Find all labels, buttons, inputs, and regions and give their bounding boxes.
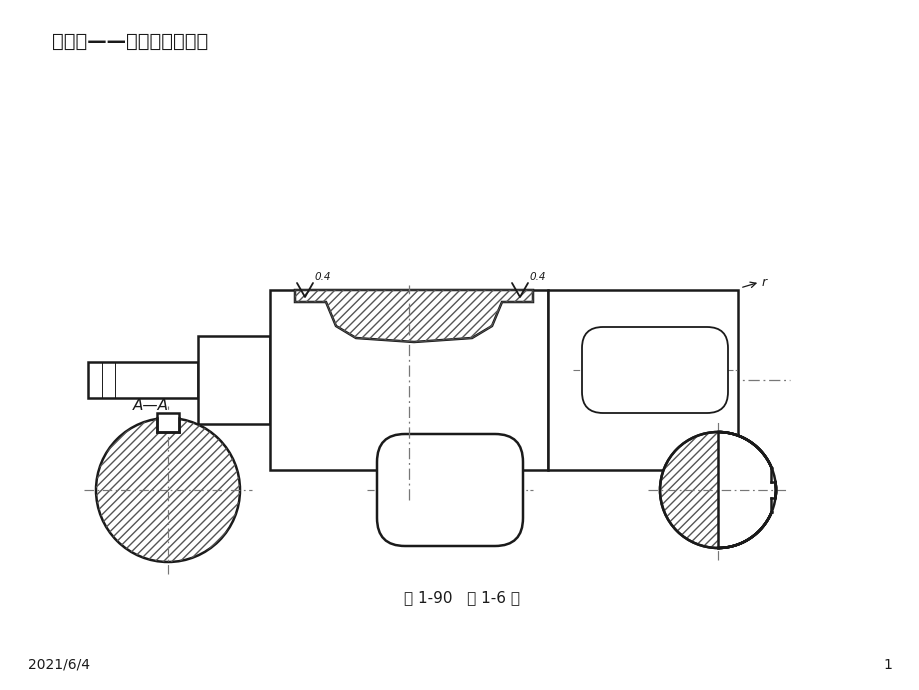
Bar [157, 413, 179, 432]
FancyBboxPatch shape [582, 327, 727, 413]
Text: A—A: A—A [133, 398, 169, 413]
Bar [88, 362, 198, 398]
Text: 第一章——分析结构工艺性: 第一章——分析结构工艺性 [52, 32, 208, 51]
Circle shape [96, 418, 240, 562]
Text: 2021/6/4: 2021/6/4 [28, 658, 90, 672]
Bar [269, 290, 548, 470]
Text: 1: 1 [882, 658, 891, 672]
Text: 0.4: 0.4 [313, 272, 330, 282]
Text: r: r [761, 275, 766, 288]
Circle shape [659, 432, 775, 548]
Bar [548, 290, 737, 470]
Text: L: L [761, 471, 768, 484]
Polygon shape [295, 290, 532, 342]
Text: 0.4: 0.4 [528, 272, 545, 282]
Text: A: A [402, 496, 412, 511]
Text: 图 1-90   题 1-6 图: 图 1-90 题 1-6 图 [403, 590, 519, 605]
Bar [198, 336, 269, 424]
FancyBboxPatch shape [377, 434, 522, 546]
